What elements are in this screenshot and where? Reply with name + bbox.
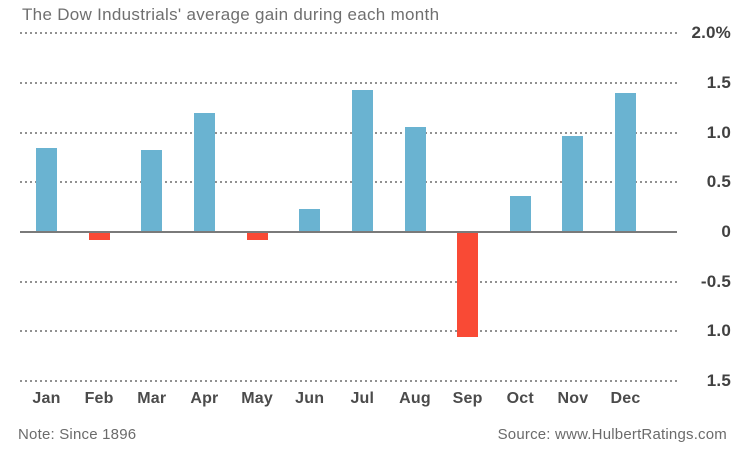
x-tick-label: Aug — [399, 390, 431, 407]
gridline — [20, 181, 677, 184]
x-tick-label: Apr — [190, 390, 219, 407]
y-tick-label: -0.5 — [700, 271, 731, 291]
x-tick-label: Dec — [610, 390, 641, 407]
bar-oct — [509, 196, 531, 232]
y-tick-label: 1.0 — [706, 122, 731, 142]
x-tick-label: Nov — [557, 390, 589, 407]
gridline — [20, 330, 677, 333]
bar-sep — [457, 232, 479, 338]
chart-note: Note: Since 1896 — [18, 426, 137, 443]
y-tick-label: 1.0 — [706, 321, 731, 341]
gridline — [20, 380, 677, 383]
bar-apr — [193, 112, 215, 232]
chart-title: The Dow Industrials' average gain during… — [22, 5, 440, 24]
gridline — [20, 32, 677, 35]
gridline — [20, 131, 677, 134]
x-tick-label: May — [241, 390, 273, 407]
bar-jun — [299, 209, 321, 232]
chart-source: Source: www.HulbertRatings.com — [497, 426, 727, 443]
x-tick-label: Mar — [137, 390, 167, 407]
bar-nov — [562, 135, 584, 232]
x-tick-label: Oct — [506, 390, 534, 407]
y-tick-label: 1.5 — [706, 72, 731, 92]
bar-jul — [351, 89, 373, 232]
bar-may — [246, 232, 268, 240]
bar-jan — [36, 147, 57, 232]
x-tick-label: Jan — [32, 390, 61, 407]
gridline — [20, 280, 677, 283]
x-tick-label: Feb — [84, 390, 114, 407]
gridline — [20, 81, 677, 84]
bar-mar — [141, 149, 163, 232]
x-tick-label: Sep — [452, 390, 483, 407]
x-tick-label: Jun — [295, 390, 325, 407]
y-tick-label: 0.5 — [706, 172, 731, 192]
bar-feb — [88, 232, 110, 240]
y-tick-label: 2.0% — [691, 23, 731, 43]
bar-dec — [615, 92, 636, 232]
bar-aug — [404, 126, 426, 232]
zero-axis-line — [20, 231, 677, 233]
x-tick-label: Jul — [350, 390, 375, 407]
chart-footer: Note: Since 1896 Source: www.HulbertRati… — [18, 426, 727, 443]
y-tick-label: 1.5 — [706, 371, 731, 391]
y-tick-label: 0 — [721, 222, 731, 241]
